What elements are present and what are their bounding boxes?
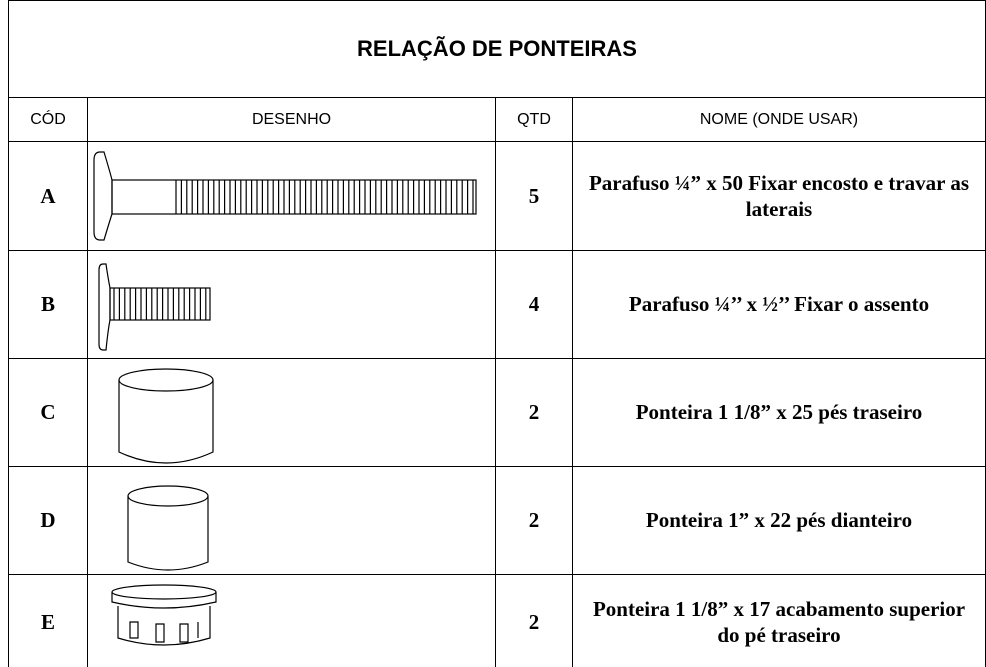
code-cell: B — [8, 250, 88, 359]
code-cell: E — [8, 574, 88, 667]
quantity-cell: 2 — [495, 466, 573, 575]
column-header: NOME (ONDE USAR) — [572, 97, 986, 142]
code-cell: D — [8, 466, 88, 575]
name-cell: Parafuso ¼” x 50 Fixar encosto e travar … — [572, 141, 986, 251]
drawing-cell — [87, 466, 496, 575]
name-cell: Ponteira 1” x 22 pés dianteiro — [572, 466, 986, 575]
drawing-cell — [87, 141, 496, 251]
quantity-cell: 5 — [495, 141, 573, 251]
drawing-cell — [87, 574, 496, 667]
quantity-cell: 4 — [495, 250, 573, 359]
code-cell: C — [8, 358, 88, 467]
column-header: CÓD — [8, 97, 88, 142]
column-header: DESENHO — [87, 97, 496, 142]
code-cell: A — [8, 141, 88, 251]
quantity-cell: 2 — [495, 574, 573, 667]
table-title: RELAÇÃO DE PONTEIRAS — [8, 0, 986, 98]
drawing-cell — [87, 358, 496, 467]
name-cell: Ponteira 1 1/8” x 25 pés traseiro — [572, 358, 986, 467]
name-cell: Parafuso ¼’’ x ½’’ Fixar o assento — [572, 250, 986, 359]
drawing-cell — [87, 250, 496, 359]
quantity-cell: 2 — [495, 358, 573, 467]
name-cell: Ponteira 1 1/8” x 17 acabamento superior… — [572, 574, 986, 667]
column-header: QTD — [495, 97, 573, 142]
